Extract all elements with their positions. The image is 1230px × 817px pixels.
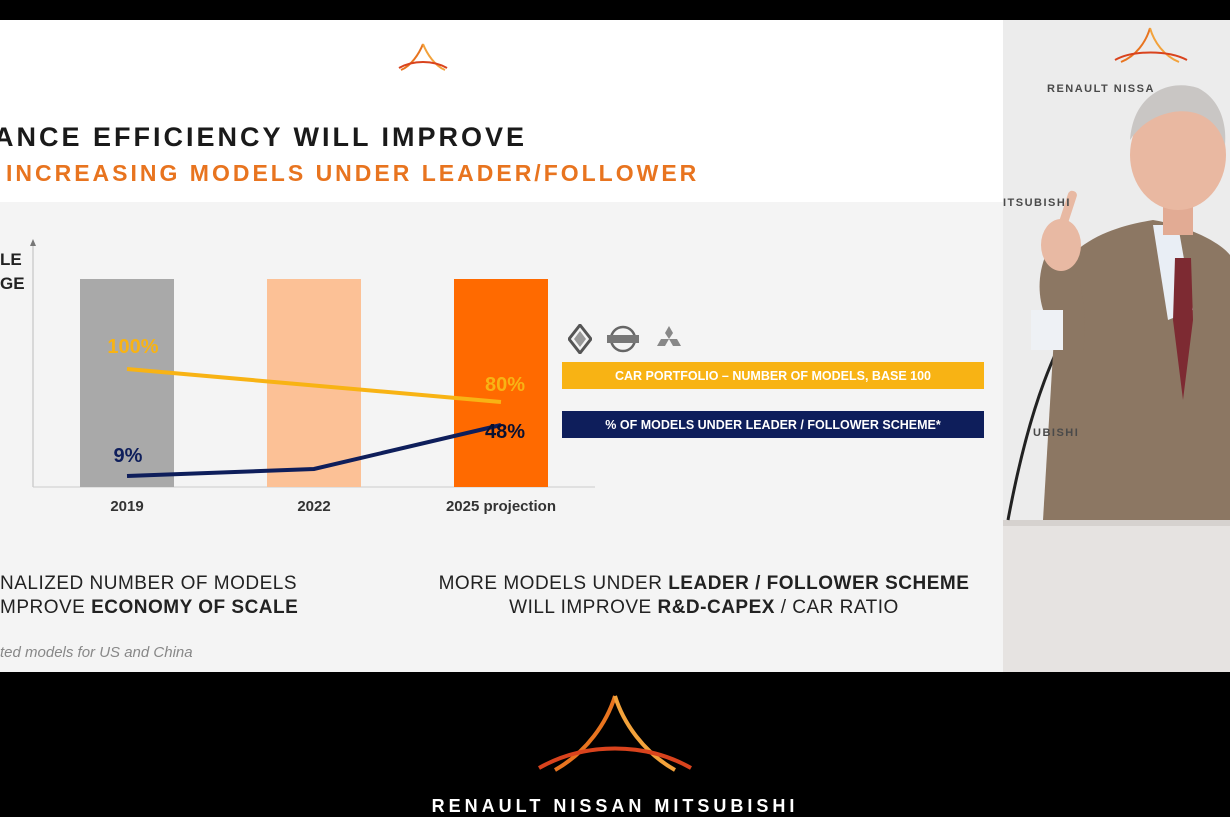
speaker-camera-feed: RENAULT NISSA ITSUBISHI UBISHI	[1003, 20, 1230, 672]
wall-text-3: UBISHI	[1033, 427, 1079, 439]
slide-header	[0, 20, 1003, 202]
bottom-left-line2-bold: ECONOMY OF SCALE	[91, 597, 299, 618]
x-tick-label: 2019	[110, 498, 143, 515]
footnote: ted models for US and China	[0, 644, 193, 661]
mitsubishi-logo-icon	[657, 326, 681, 346]
wall-text-2: ITSUBISHI	[1003, 197, 1071, 209]
bottom-right-line1: MORE MODELS UNDER LEADER / FOLLOWER SCHE…	[418, 572, 990, 596]
speaker-video-image: RENAULT NISSA ITSUBISHI UBISHI	[1003, 20, 1230, 672]
bottom-right-statement: MORE MODELS UNDER LEADER / FOLLOWER SCHE…	[418, 572, 990, 620]
data-label-portfolio-2019: 100%	[107, 336, 158, 358]
y-axis-arrow	[30, 239, 36, 246]
wall-text-1: RENAULT NISSA	[1047, 83, 1155, 95]
models-chart: 2019 2022 2025 projection 100% 80% 9% 48%	[30, 239, 595, 515]
x-tick-label: 2025 projection	[446, 498, 556, 515]
y-axis-label-line2: GE	[0, 274, 25, 293]
renault-logo-icon	[568, 324, 592, 354]
legend-leader-follower: % OF MODELS UNDER LEADER / FOLLOWER SCHE…	[562, 411, 984, 438]
bottom-right-line2-plain2: / CAR RATIO	[774, 597, 899, 618]
x-tick-label: 2022	[297, 498, 330, 515]
brand-icons	[568, 324, 684, 354]
bottom-left-line1: NALIZED NUMBER OF MODELS	[0, 573, 298, 594]
legend-car-portfolio: CAR PORTFOLIO – NUMBER OF MODELS, BASE 1…	[562, 362, 984, 389]
line-car-portfolio	[126, 367, 502, 404]
y-axis-label-line1: LE	[0, 250, 22, 269]
bottom-right-line2-plain1: WILL IMPROVE	[509, 597, 658, 618]
bottom-left-statement: NALIZED NUMBER OF MODELS MPROVE ECONOMY …	[0, 572, 298, 620]
slide-subtitle: INCREASING MODELS UNDER LEADER/FOLLOWER	[6, 160, 700, 186]
bottom-right-line1-plain: MORE MODELS UNDER	[438, 573, 669, 594]
slide-title: ANCE EFFICIENCY WILL IMPROVE	[0, 122, 528, 152]
bar-2019	[80, 279, 174, 487]
nissan-logo-icon	[607, 325, 639, 353]
data-label-leader-2025: 48%	[485, 421, 525, 443]
data-label-leader-2019: 9%	[114, 445, 143, 467]
bottom-left-line2-plain: MPROVE	[0, 597, 92, 618]
bottom-right-line2: WILL IMPROVE R&D-CAPEX / CAR RATIO	[418, 596, 990, 620]
alliance-logo-large-icon	[538, 695, 692, 772]
data-label-portfolio-2025: 80%	[485, 374, 525, 396]
bottom-left-line2: MPROVE ECONOMY OF SCALE	[0, 596, 298, 620]
bottom-right-line1-bold: LEADER / FOLLOWER SCHEME	[668, 573, 970, 594]
broadcast-footer: RENAULT NISSAN MITSUBISHI	[0, 672, 1230, 816]
alliance-logo-icon	[398, 43, 448, 71]
y-axis-label: LE GE	[0, 248, 25, 296]
bar-2025-projection	[454, 279, 548, 487]
line-leader-follower	[126, 423, 502, 478]
top-letterbox	[0, 0, 1230, 20]
footer-brand-text: RENAULT NISSAN MITSUBISHI	[431, 796, 799, 816]
wall-logo-icon	[1114, 27, 1188, 63]
presentation-slide: ANCE EFFICIENCY WILL IMPROVE INCREASING …	[0, 20, 1003, 672]
bottom-right-line2-bold: R&D-CAPEX	[657, 597, 775, 618]
